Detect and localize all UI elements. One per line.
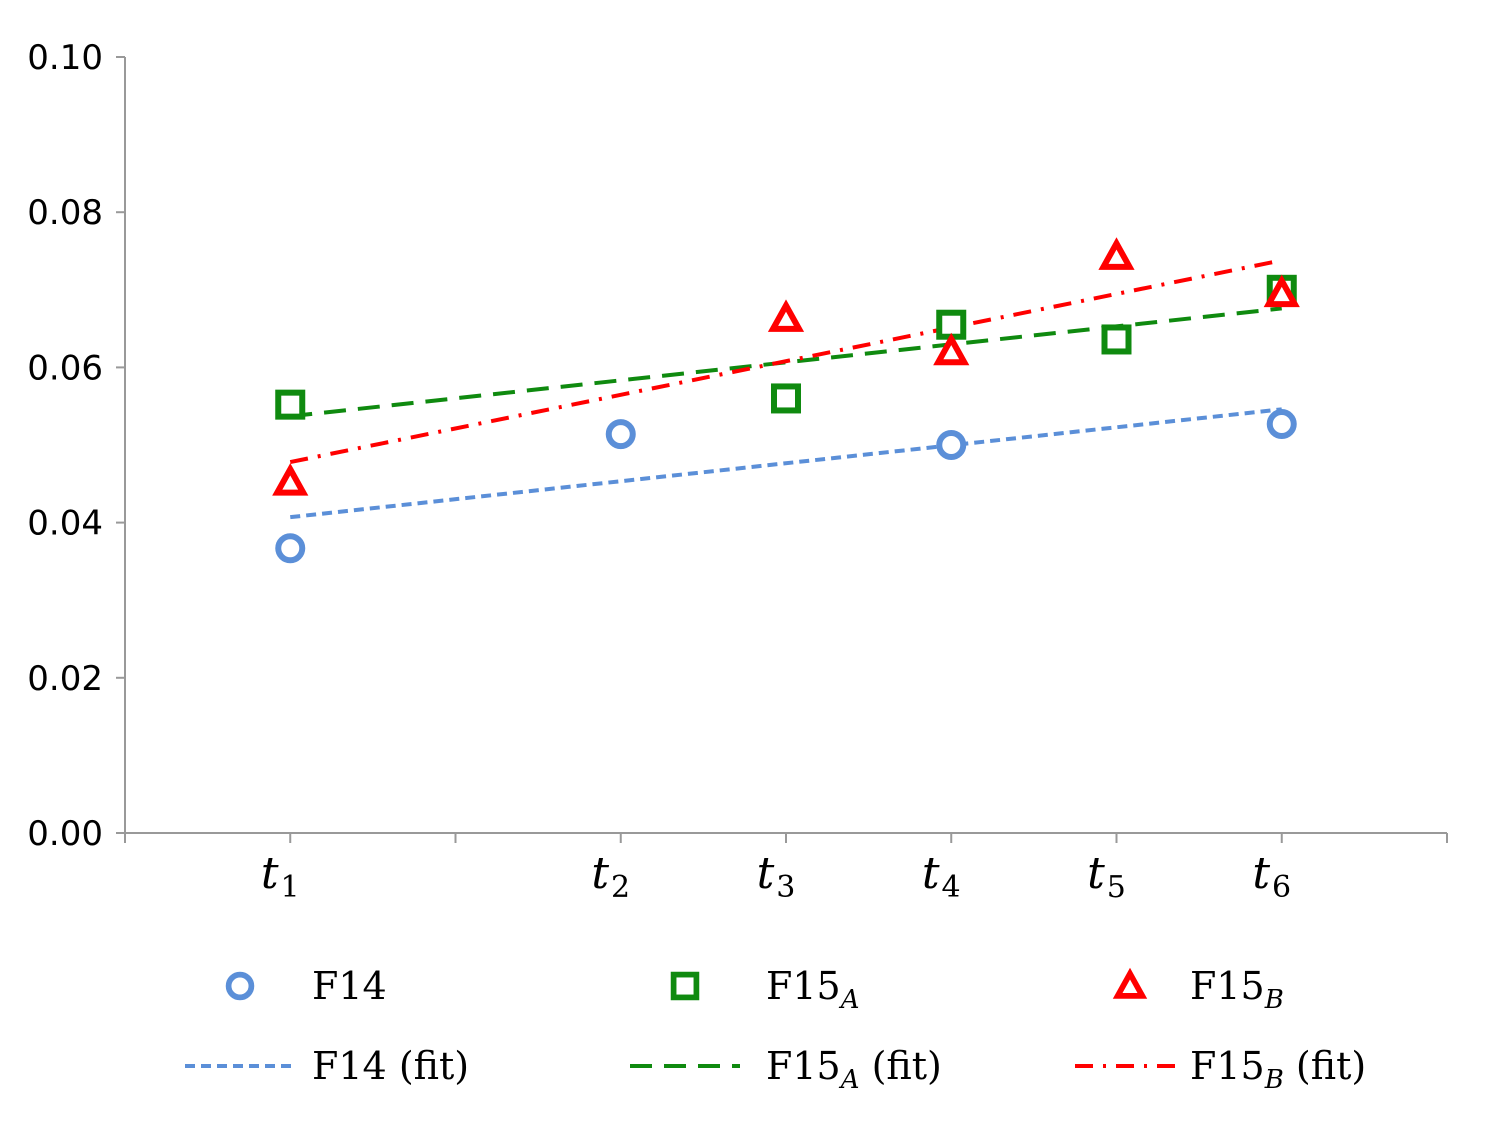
data-point-f15b [272, 463, 309, 496]
data-point-f14 [936, 430, 967, 460]
axes: 0.00 0.02 0.04 0.06 0.08 0.10 t1 t2 t3 t4 t5 t6 [27, 38, 1448, 905]
data-point-f15a [1101, 324, 1132, 355]
x-tick-label: t1 [261, 848, 300, 905]
y-tick-label: 0.04 [27, 504, 103, 544]
x-tick-label: t6 [1252, 848, 1291, 905]
data-point-f15a [275, 389, 306, 420]
data-point-f14 [605, 419, 636, 450]
y-tick-label: 0.06 [27, 348, 103, 388]
data-point-f15b [1098, 237, 1135, 270]
legend-label-f15b: F15B [1190, 964, 1284, 1015]
x-tick-label: t4 [922, 848, 961, 905]
x-tick-label: t3 [757, 848, 796, 905]
fit-line-f15b [289, 258, 1283, 465]
x-tick-label: t5 [1087, 848, 1126, 905]
y-tick-label: 0.10 [27, 38, 103, 78]
legend-label-f15b-fit: F15B (fit) [1190, 1044, 1366, 1095]
y-tick-label: 0.00 [27, 814, 103, 854]
legend-marker-f14 [225, 971, 255, 1001]
legend-marker-f15b [1112, 967, 1148, 999]
data-point-f14 [275, 533, 306, 564]
data-point-f15b [767, 299, 805, 332]
data-point-f14 [1266, 409, 1297, 440]
legend-marker-f15a [670, 971, 700, 1001]
legend-label-f14-fit: F14 (fit) [312, 1044, 469, 1088]
legend-label-f14: F14 [312, 964, 387, 1008]
data-point-f15a [771, 383, 801, 414]
data-point-f15b [933, 332, 970, 366]
data-markers [272, 237, 1300, 564]
data-point-f15b [1263, 274, 1300, 308]
legend-label-f15a: F15A [766, 964, 860, 1015]
legend-label-f15a-fit: F15A (fit) [766, 1044, 942, 1095]
legend: F14 F15A F15B F14 (fit) F15A (fit) F15B (fit) [185, 964, 1366, 1095]
fit-line-f14 [290, 407, 1282, 520]
x-tick-label: t2 [591, 848, 630, 905]
y-tick-label: 0.02 [27, 659, 103, 699]
y-tick-label: 0.08 [27, 193, 103, 233]
